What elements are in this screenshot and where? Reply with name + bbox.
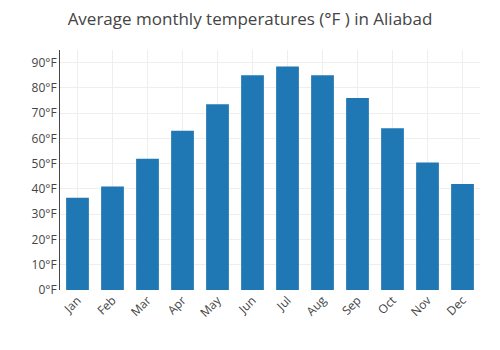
svg-text:Jul: Jul (272, 292, 294, 314)
svg-text:Dec: Dec (443, 292, 470, 319)
svg-text:Jan: Jan (60, 292, 85, 317)
svg-text:80°F: 80°F (32, 79, 57, 96)
svg-text:Aug: Aug (302, 292, 330, 320)
svg-text:60°F: 60°F (32, 130, 57, 147)
svg-text:40°F: 40°F (32, 180, 57, 197)
svg-text:Jun: Jun (234, 292, 259, 317)
svg-text:20°F: 20°F (32, 231, 57, 248)
svg-text:Feb: Feb (93, 292, 119, 318)
svg-text:Sep: Sep (338, 292, 365, 319)
svg-text:10°F: 10°F (32, 256, 57, 273)
svg-text:Mar: Mar (127, 292, 155, 320)
svg-text:Apr: Apr (164, 292, 190, 318)
svg-text:0°F: 0°F (38, 281, 56, 298)
svg-text:90°F: 90°F (32, 54, 57, 71)
svg-text:Nov: Nov (407, 292, 435, 320)
svg-text:Oct: Oct (374, 292, 400, 318)
svg-text:Average monthly temperatures (: Average monthly temperatures (°F ) in Al… (68, 7, 433, 30)
svg-text:May: May (196, 291, 225, 320)
svg-text:70°F: 70°F (32, 104, 57, 121)
svg-text:50°F: 50°F (32, 155, 57, 172)
svg-text:30°F: 30°F (32, 205, 57, 222)
